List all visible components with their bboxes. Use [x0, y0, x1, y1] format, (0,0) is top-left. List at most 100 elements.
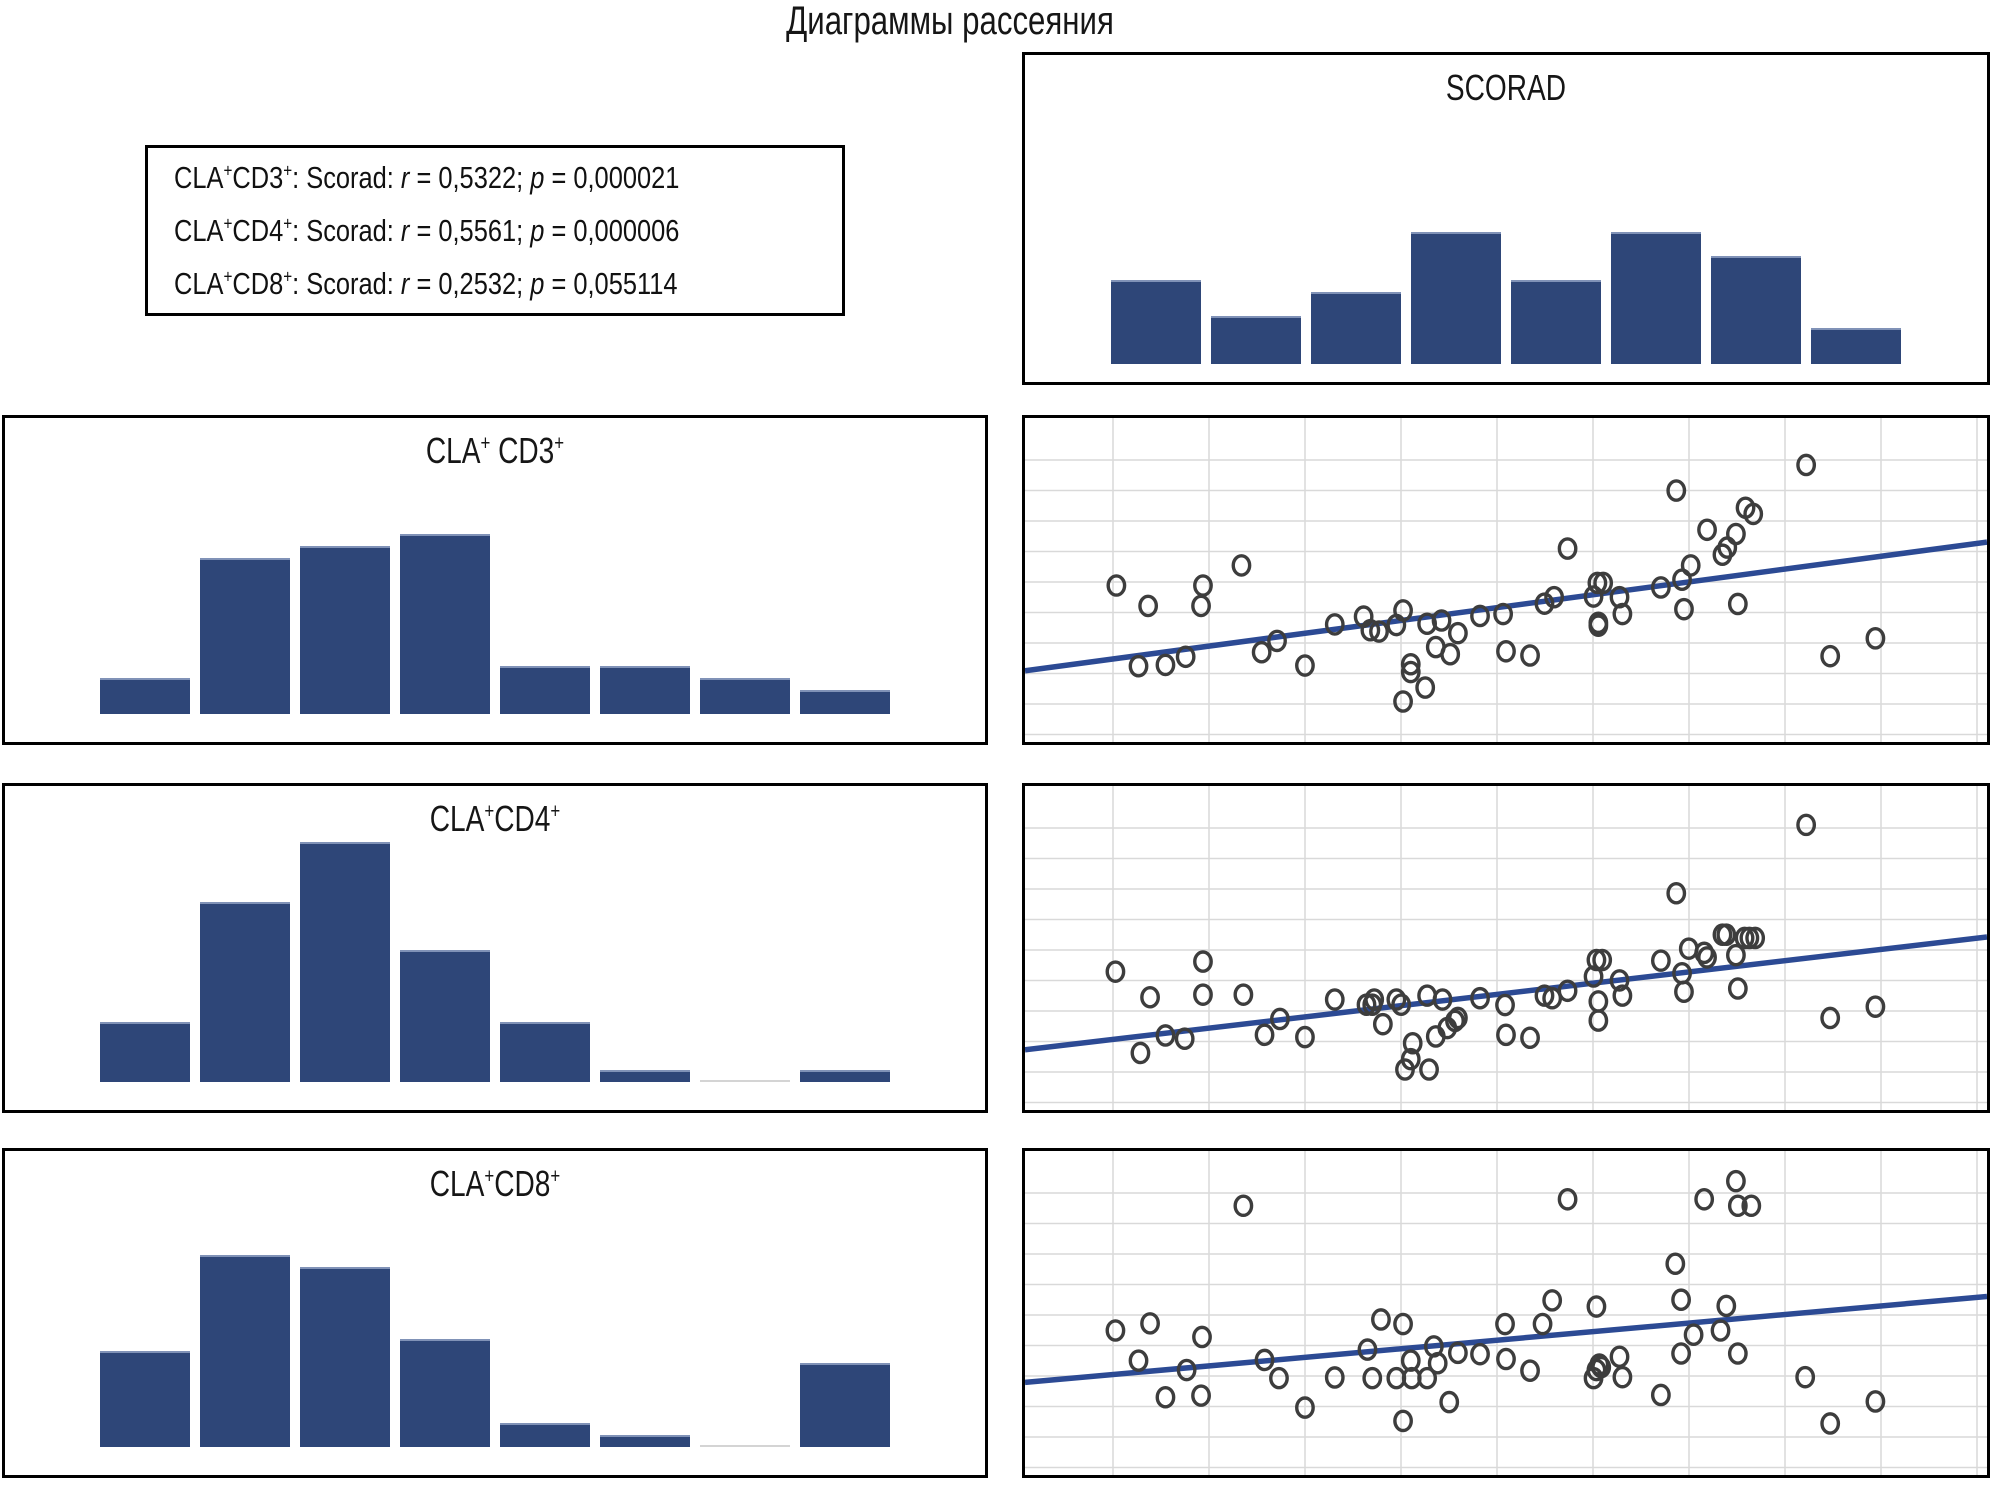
scatter-point [1138, 594, 1159, 618]
histogram-bar [1611, 232, 1701, 364]
scatter-point [1743, 502, 1764, 526]
scatter-point [1155, 653, 1176, 677]
scatter-point [1233, 1194, 1254, 1218]
scatter-point [1697, 518, 1717, 542]
scatter-point [1130, 1041, 1151, 1065]
scatter-point [1106, 574, 1127, 597]
scatter-point [1820, 1006, 1841, 1030]
scatter-point [1520, 1359, 1540, 1382]
panel-title-scorad: SCORAD [1445, 67, 1567, 108]
scatter-point [1427, 1351, 1448, 1375]
scatter-point [1726, 522, 1746, 546]
histogram-bar [500, 1022, 590, 1082]
scatter-point [1324, 1366, 1345, 1389]
scatter-point [1440, 642, 1461, 666]
histogram-cla-cd8 [5, 1255, 985, 1447]
histogram-bar [300, 1267, 390, 1447]
p-value: = 0,000006 [544, 213, 680, 248]
histogram-bar [700, 678, 790, 714]
panel-title-cla-cd4: CLA+CD4+ [429, 798, 561, 839]
scatter-point [1105, 960, 1126, 983]
histogram-bar [500, 666, 590, 714]
scatter-point [1727, 1194, 1748, 1218]
scatter-point [1609, 969, 1630, 992]
histogram-bar [800, 690, 890, 714]
scatter-point [1362, 993, 1383, 1016]
histogram-bar [400, 950, 490, 1082]
histogram-bar [800, 1363, 890, 1447]
scatter-point [1612, 1365, 1633, 1389]
scatter-point [1470, 986, 1490, 1010]
scatter-point [1496, 1023, 1516, 1047]
scatter-point [1727, 592, 1748, 616]
scatter-point [1128, 654, 1149, 678]
scatter-point [1400, 660, 1421, 684]
scatter-point [1666, 881, 1687, 905]
scatter-point [1592, 948, 1613, 972]
scatter-point [1254, 1023, 1275, 1047]
histogram-panel-cla-cd4: CLA+CD4+ [2, 783, 988, 1113]
histogram-scorad [1025, 232, 1987, 364]
histogram-bar [600, 1070, 690, 1082]
scatter-point [1520, 1026, 1540, 1050]
histogram-bar-zero [700, 1080, 790, 1082]
scatter-point [1557, 1187, 1578, 1211]
scatter-point [1557, 537, 1578, 560]
stats-label: CLA+CD3+: Scorad: [174, 159, 401, 195]
scatter-point [1191, 1384, 1211, 1407]
scatter-point [1251, 640, 1272, 664]
stats-line-cd3: CLA+CD3+: Scorad: r = 0,5322; p = 0,0000… [174, 151, 722, 204]
scatter-point [1140, 1312, 1160, 1335]
scatter-point [1694, 1187, 1715, 1211]
scatter-panel-cla-cd3 [1022, 415, 1990, 745]
scatter-point [1270, 1007, 1290, 1031]
scatter-point [1674, 597, 1694, 621]
scatter-point [1865, 1390, 1886, 1413]
scatter-point [1726, 943, 1746, 967]
histogram-bar [1511, 280, 1601, 364]
scatter-point [1710, 1319, 1731, 1342]
scatter-point [1176, 1358, 1197, 1382]
scatter-point [1393, 1409, 1413, 1433]
r-symbol: r [400, 213, 410, 248]
p-symbol: p [530, 213, 545, 248]
r-value: = 0,5561; [409, 213, 531, 248]
p-value: = 0,055114 [544, 266, 678, 301]
histogram-panel-scorad: SCORAD [1022, 52, 1990, 385]
histogram-bar [200, 902, 290, 1082]
scatter-point [1739, 926, 1760, 950]
histogram-bar [500, 1423, 590, 1447]
scatter-point [1493, 602, 1514, 626]
scatter-point [1400, 652, 1421, 676]
panel-title-cla-cd3: CLA+ CD3+ [425, 430, 565, 471]
histogram-bar [1411, 232, 1501, 364]
scatter-point [1105, 1319, 1126, 1342]
scatter-point [1445, 1009, 1465, 1033]
scatter-point [1431, 609, 1452, 632]
scatter-point [1174, 1027, 1195, 1051]
scatter-point [1583, 965, 1604, 988]
histogram-cla-cd3 [5, 534, 985, 714]
scatter-point [1193, 983, 1213, 1006]
scatter-point [1557, 979, 1578, 1003]
histogram-bar [300, 546, 390, 714]
scatter-point [1544, 585, 1564, 609]
scatterplot-cla-cd3-vs-scorad [1025, 418, 1987, 742]
scatter-point [1231, 554, 1252, 577]
scatter-point [1588, 1009, 1609, 1032]
scatter-point [1324, 613, 1345, 636]
scatter-point [1820, 644, 1841, 668]
scatter-point [1520, 644, 1540, 667]
scatter-point [1665, 1252, 1686, 1276]
scatter-point [1372, 1012, 1393, 1036]
scatter-point [1295, 1396, 1315, 1419]
scatter-point [1155, 1024, 1176, 1047]
scatter-point [1386, 988, 1407, 1011]
p-symbol: p [530, 266, 545, 301]
scatterplot-cla-cd8-vs-scorad [1025, 1151, 1987, 1475]
scatter-point [1470, 1342, 1490, 1366]
histogram-bar [200, 558, 290, 714]
trend-line [1025, 1293, 1987, 1386]
scatter-point [1694, 941, 1715, 965]
scatter-point [1193, 950, 1213, 973]
